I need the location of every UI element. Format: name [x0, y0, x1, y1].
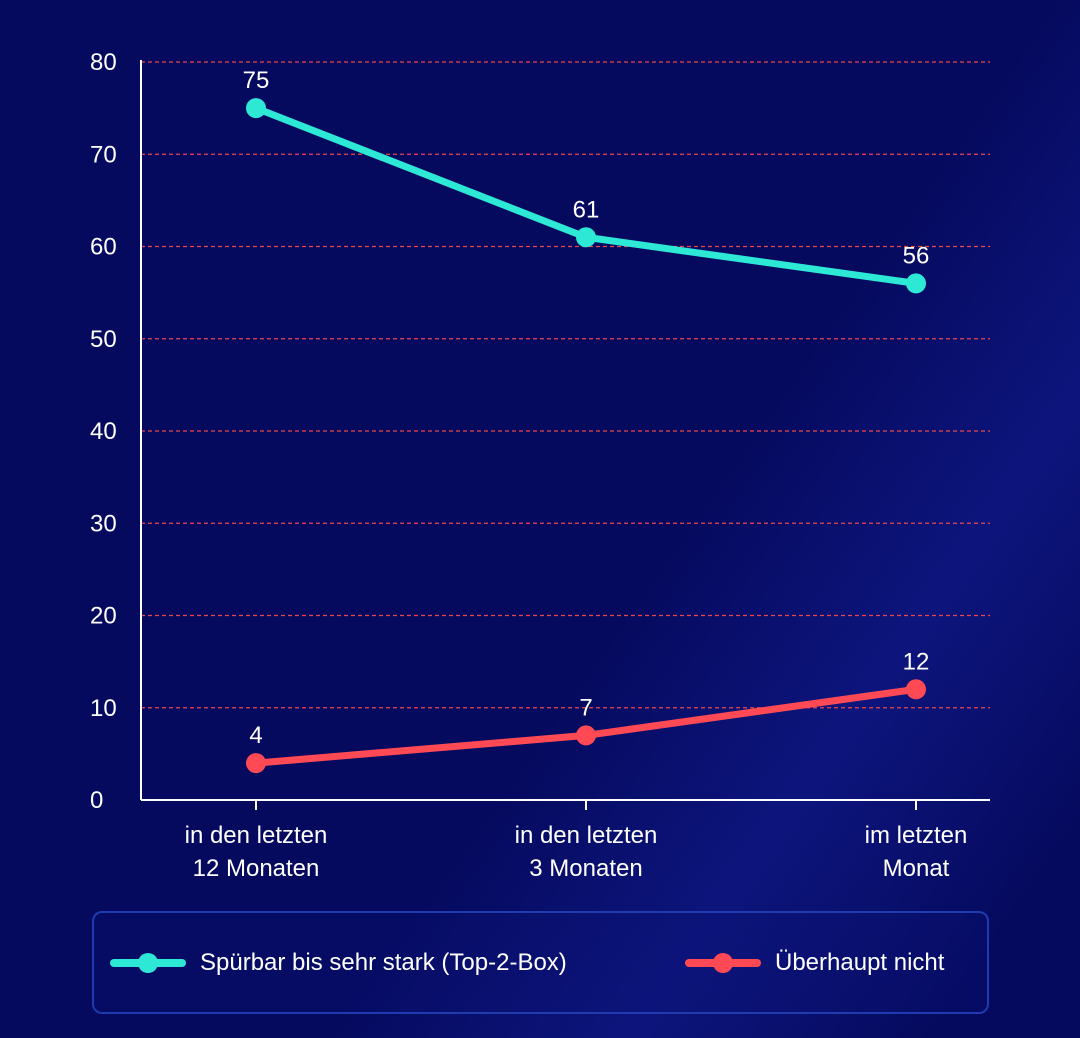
data-label-series-1-1: 7 [579, 694, 592, 721]
y-tick-label-50: 50 [90, 326, 117, 353]
series-1-point-2 [906, 679, 926, 700]
data-label-series-0-0: 75 [243, 67, 270, 94]
y-tick-label-20: 20 [90, 603, 117, 630]
legend-item-ueberhaupt-nicht[interactable]: Überhaupt nicht [685, 913, 944, 1012]
data-label-series-1-0: 4 [249, 722, 262, 749]
x-tick-label-0: in den letzten 12 Monaten [185, 822, 328, 882]
data-label-series-1-2: 12 [903, 648, 930, 675]
y-tick-label-60: 60 [90, 234, 117, 261]
series-1-point-1 [576, 725, 596, 746]
line-chart: 0 10 20 30 40 50 60 70 80 in den letzten 12 Monate… [90, 49, 990, 882]
series-0-point-1 [576, 227, 596, 248]
series-layer [246, 98, 926, 774]
legend: Spürbar bis sehr stark (Top-2-Box) Überh… [92, 911, 989, 1014]
legend-item-top2box[interactable]: Spürbar bis sehr stark (Top-2-Box) [110, 913, 567, 1012]
legend-label-ueberhaupt-nicht: Überhaupt nicht [775, 948, 945, 976]
y-tick-label-0: 0 [90, 787, 103, 814]
x-tick-label-2: im letzten Monat [865, 822, 968, 882]
legend-swatch-top2box [110, 952, 186, 973]
data-label-series-0-2: 56 [903, 242, 930, 269]
y-tick-label-80: 80 [90, 49, 117, 76]
data-label-series-0-1: 61 [573, 196, 600, 223]
axis-layer [140, 60, 990, 810]
y-tick-label-30: 30 [90, 510, 117, 537]
y-tick-label-10: 10 [90, 695, 117, 722]
legend-swatch-ueberhaupt-nicht [685, 952, 761, 973]
x-tick-label-1: in den letzten 3 Monaten [515, 822, 658, 882]
label-layer: 0 10 20 30 40 50 60 70 80 in den letzten 12 Monate… [90, 49, 967, 882]
series-0-point-2 [906, 273, 926, 294]
grid-layer [141, 61, 990, 709]
y-tick-label-70: 70 [90, 141, 117, 168]
series-1-point-0 [246, 753, 266, 774]
series-0-point-0 [246, 98, 266, 119]
y-tick-label-40: 40 [90, 418, 117, 445]
legend-label-top2box: Spürbar bis sehr stark (Top-2-Box) [200, 948, 567, 976]
